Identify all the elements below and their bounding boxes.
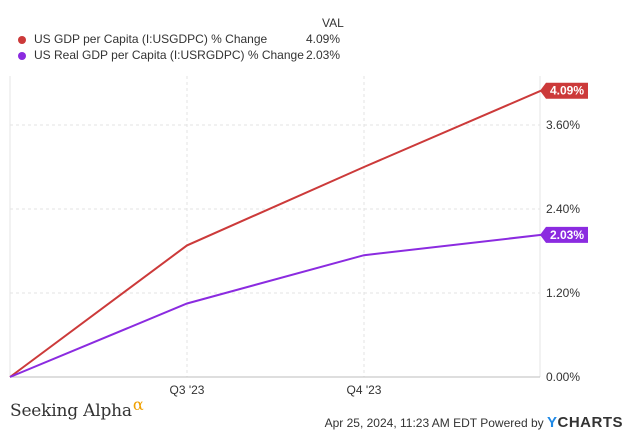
end-label-tag — [540, 226, 588, 243]
x-tick-label: Q4 '23 — [347, 383, 382, 397]
seeking-alpha-logo: Seeking Alphaα — [10, 395, 144, 421]
end-label-text: 4.09% — [550, 84, 584, 98]
chart-attribution: Apr 25, 2024, 11:23 AM EDT Powered by YC… — [325, 414, 623, 431]
legend-item-name: US Real GDP per Capita (I:USRGDPC) % Cha… — [34, 48, 304, 62]
end-value-label-0: 4.09% — [540, 82, 588, 99]
series-line-1 — [9, 233, 542, 378]
end-value-label-1: 2.03% — [540, 226, 588, 243]
chart-grid — [9, 76, 541, 377]
timestamp: Apr 25, 2024, 11:23 AM EDT Powered by — [324, 416, 544, 430]
ycharts-y: Y — [546, 414, 558, 431]
x-tick-label: Q3 '23 — [170, 383, 205, 397]
chart-legend: VAL US GDP per Capita (I:USGDPC) % Chang… — [0, 0, 635, 70]
legend-item-name: US GDP per Capita (I:USGDPC) % Change — [34, 32, 268, 46]
chart-axes: 0.00% 1.20% 2.40% 3.60% Q3 '23 Q4 '23 — [10, 118, 580, 397]
y-tick-label: 2.40% — [546, 202, 580, 216]
legend-dot-icon — [18, 52, 26, 60]
y-tick-label: 0.00% — [546, 370, 580, 384]
legend-item-value: 2.03% — [306, 48, 341, 62]
y-tick-label: 3.60% — [546, 118, 580, 132]
chart-series — [9, 89, 542, 378]
ycharts-logo[interactable]: YCHARTS — [547, 414, 623, 431]
alpha-symbol: α — [132, 395, 144, 414]
legend-item-value: 4.09% — [306, 32, 341, 46]
ycharts-rest: CHARTS — [557, 414, 623, 431]
series-line-0 — [9, 89, 542, 378]
legend-value-header: VAL — [322, 16, 344, 30]
chart-labels: 4.09% 2.03% — [540, 82, 588, 243]
y-tick-label: 1.20% — [546, 286, 580, 300]
end-label-tag — [540, 82, 588, 99]
legend-dot-icon — [18, 36, 26, 44]
end-label-text: 2.03% — [550, 228, 584, 242]
brand-name: Seeking Alpha — [10, 401, 132, 421]
